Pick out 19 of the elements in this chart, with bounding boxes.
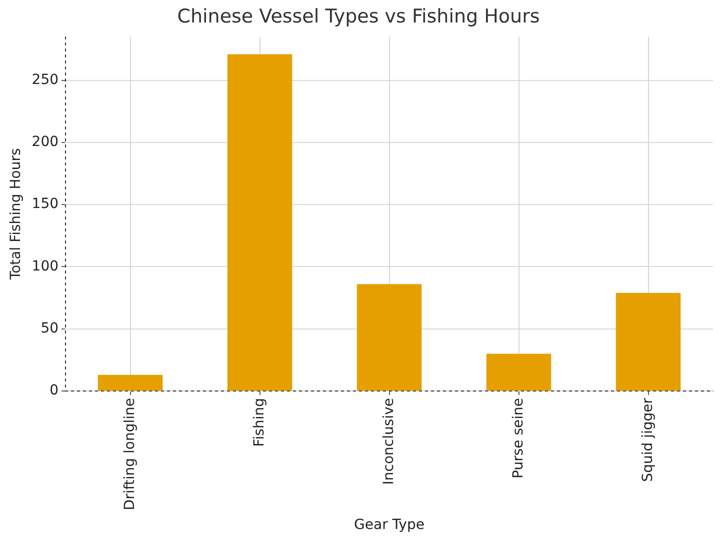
- x-tick-label: Squid jigger: [640, 398, 656, 482]
- y-tick-label: 250: [32, 72, 59, 88]
- x-axis-title: Gear Type: [354, 517, 424, 534]
- x-tick-label: Drifting longline: [122, 398, 138, 510]
- y-tick-label: 100: [32, 258, 59, 274]
- y-tick-label: 50: [40, 320, 59, 337]
- bar: [98, 374, 163, 391]
- bar: [486, 354, 552, 391]
- x-tick-label: Fishing: [251, 398, 268, 447]
- bar: [616, 292, 681, 391]
- bar: [227, 54, 292, 391]
- y-tick-label: 0: [50, 382, 59, 399]
- bar: [356, 284, 422, 391]
- x-tick-label: Purse seine: [510, 398, 526, 478]
- y-axis-title: Total Fishing Hours: [8, 148, 24, 281]
- chart-title: Chinese Vessel Types vs Fishing Hours: [177, 5, 540, 28]
- y-tick-label: 200: [32, 134, 59, 150]
- x-tick-label: Inconclusive: [380, 398, 397, 485]
- y-tick-label: 150: [32, 196, 59, 212]
